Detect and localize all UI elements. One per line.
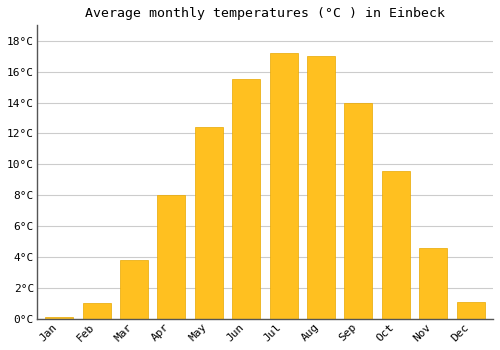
Bar	[456, 302, 484, 319]
Bar	[120, 260, 148, 319]
Bar	[158, 195, 186, 319]
Bar	[270, 53, 297, 319]
Bar	[82, 303, 110, 319]
Bar	[382, 170, 410, 319]
Bar	[195, 127, 223, 319]
Title: Average monthly temperatures (°C ) in Einbeck: Average monthly temperatures (°C ) in Ei…	[85, 7, 445, 20]
Bar	[344, 103, 372, 319]
Bar	[45, 317, 73, 319]
Bar	[232, 79, 260, 319]
Bar	[307, 56, 335, 319]
Bar	[419, 248, 447, 319]
